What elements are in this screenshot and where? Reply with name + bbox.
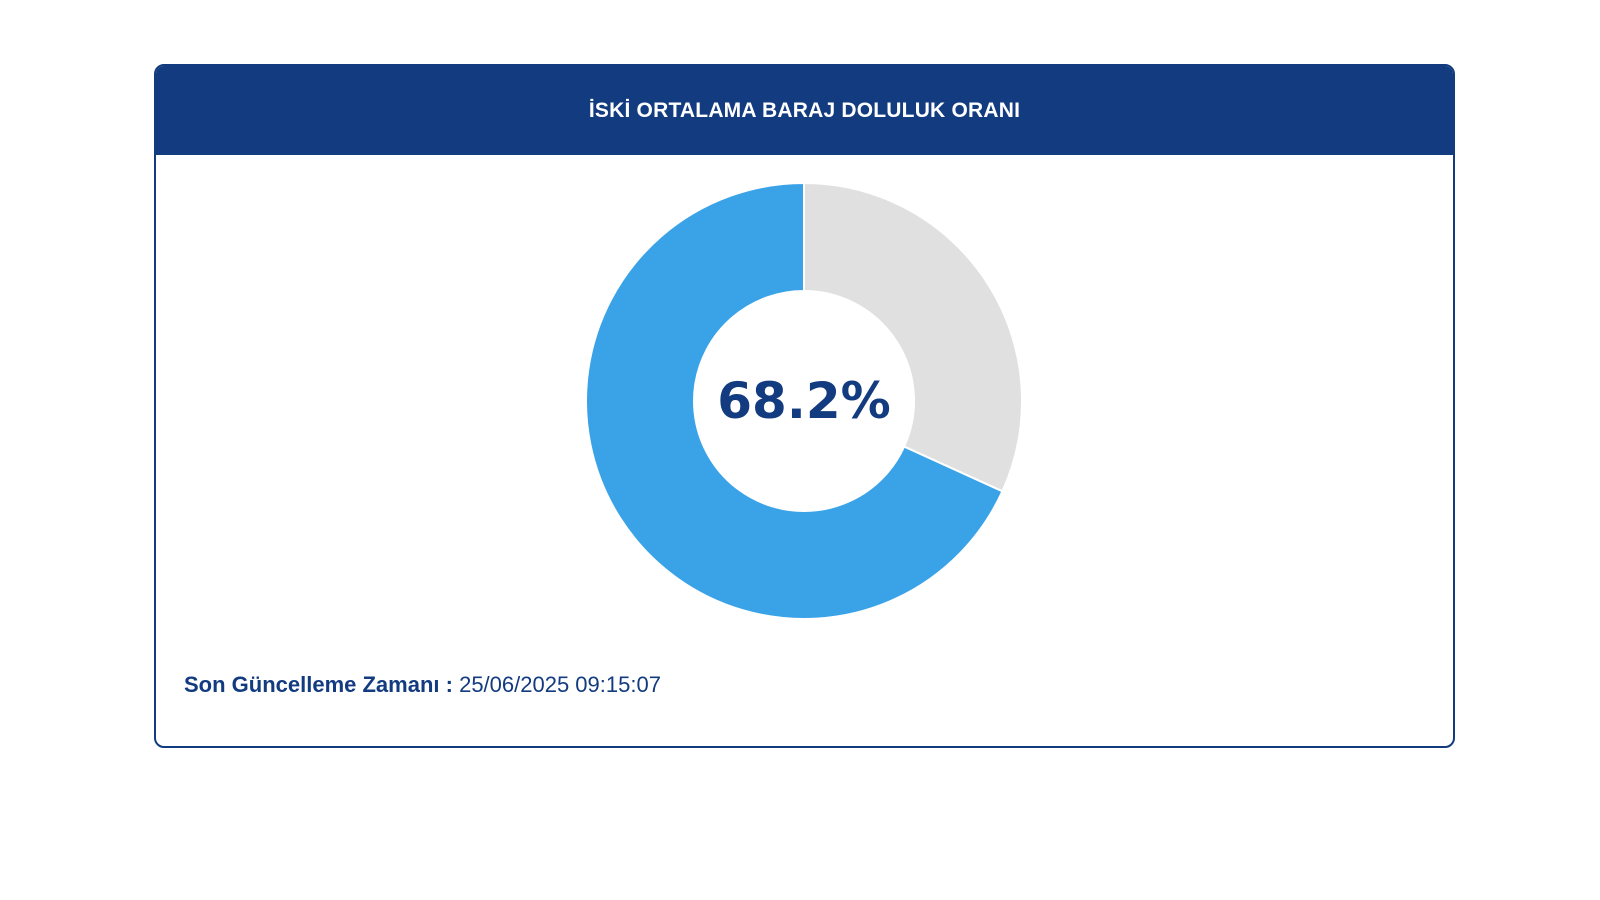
card-title: İSKİ ORTALAMA BARAJ DOLULUK ORANI [588, 98, 1021, 122]
last-update-label: Son Güncelleme Zamanı : [184, 672, 453, 697]
last-update-value: 25/06/2025 09:15:07 [459, 672, 661, 697]
donut-chart: 68.2% [585, 181, 1023, 620]
donut-chart-area: 68.2% [156, 155, 1453, 635]
donut-slice-filled [585, 181, 1004, 620]
dam-occupancy-card: İSKİ ORTALAMA BARAJ DOLULUK ORANI 68.2% … [154, 64, 1455, 748]
card-header: İSKİ ORTALAMA BARAJ DOLULUK ORANI [156, 66, 1453, 155]
donut-slice-empty [803, 181, 1023, 493]
donut-slices [585, 181, 1023, 620]
center-percentage-label: 68.2% [717, 372, 890, 430]
last-update: Son Güncelleme Zamanı : 25/06/2025 09:15… [184, 672, 661, 698]
